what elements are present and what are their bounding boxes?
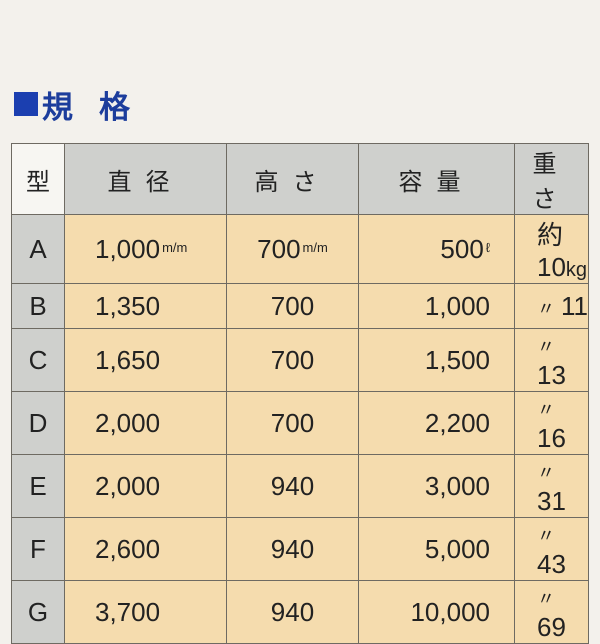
table-row: B 1,350 700 1,000 〃 11 [11,283,589,329]
type-cell: D [11,391,65,455]
height-value: 940 [270,596,315,627]
height-value: 700 [270,290,315,321]
capacity-cell: 500 ℓ [358,214,515,284]
unit-label: ℓ [485,239,490,255]
diameter-value: 1,000 [95,233,161,264]
capacity-value: 3,000 [424,470,490,501]
header-height: 高さ [226,143,359,215]
weight-value: 43 [537,549,566,579]
type-cell: E [11,454,65,518]
unit-label: kg [565,259,588,281]
weight-value: 10 [537,252,566,282]
section-title: 規格 [14,84,156,126]
diameter-cell: 1,350 [64,283,227,329]
height-cell: 940 [226,454,359,518]
capacity-value: 2,200 [424,407,490,438]
table-row: F 2,600 940 5,000 〃 43 [11,517,589,581]
diameter-value: 2,000 [95,470,161,501]
table-row: D 2,000 700 2,200 〃 16 [11,391,589,455]
height-value: 700 [270,344,315,375]
weight-prefix: 約 [537,220,564,250]
weight-prefix: 〃 [537,298,555,319]
weight-cell: 約10kg [514,214,589,284]
weight-value: 13 [537,360,566,390]
capacity-cell: 1,000 [358,283,515,329]
height-value: 940 [270,470,315,501]
diameter-cell: 3,700 [64,580,227,644]
weight-value: 11 [561,290,588,321]
height-cell: 700 [226,391,359,455]
diameter-cell: 1,000 m/m [64,214,227,284]
type-cell: C [11,328,65,392]
capacity-cell: 3,000 [358,454,515,518]
weight-value: 69 [537,612,566,642]
height-cell: 700 [226,283,359,329]
capacity-value: 5,000 [424,533,490,564]
diameter-value: 1,350 [95,290,161,321]
capacity-cell: 5,000 [358,517,515,581]
capacity-cell: 10,000 [358,580,515,644]
height-cell: 940 [226,580,359,644]
table-row: G 3,700 940 10,000 〃 69 [11,580,589,644]
weight-cell: 〃 16 [514,391,589,455]
height-cell: 940 [226,517,359,581]
weight-cell: 〃 11 [514,283,589,329]
weight-prefix: 〃 [537,589,555,609]
weight-prefix: 〃 [537,526,555,546]
type-cell: G [11,580,65,644]
unit-label: m/m [162,239,188,255]
height-value: 700 [270,407,315,438]
header-type: 型 [11,143,65,215]
capacity-value: 1,500 [424,344,490,375]
header-capacity: 容量 [358,143,515,215]
diameter-cell: 2,000 [64,454,227,518]
square-bullet-icon [14,92,38,116]
diameter-value: 3,700 [95,596,161,627]
table-row: E 2,000 940 3,000 〃 31 [11,454,589,518]
weight-value: 31 [537,486,566,516]
header-diameter: 直径 [64,143,227,215]
capacity-cell: 2,200 [358,391,515,455]
type-cell: F [11,517,65,581]
capacity-value: 500 [440,233,484,264]
weight-cell: 〃 31 [514,454,589,518]
capacity-value: 10,000 [410,596,490,627]
header-weight: 重さ [514,143,589,215]
diameter-value: 1,650 [95,344,161,375]
height-cell: 700 [226,328,359,392]
height-value: 700 [257,233,301,264]
diameter-cell: 1,650 [64,328,227,392]
type-cell: A [11,214,65,284]
weight-value: 16 [537,423,566,453]
header-row: 型 直径 高さ 容量 重さ [11,143,589,215]
weight-prefix: 〃 [537,337,555,357]
table-row: A 1,000 m/m 700 m/m 500 ℓ 約10kg [11,214,589,284]
unit-label: m/m [302,239,328,255]
weight-cell: 〃 69 [514,580,589,644]
spec-table: 型 直径 高さ 容量 重さ A 1,000 m/m 700 m/m 500 ℓ 約10kg B 1… [11,143,589,644]
height-value: 940 [270,533,315,564]
weight-prefix: 〃 [537,400,555,420]
diameter-value: 2,600 [95,533,161,564]
diameter-cell: 2,600 [64,517,227,581]
capacity-cell: 1,500 [358,328,515,392]
diameter-value: 2,000 [95,407,161,438]
diameter-cell: 2,000 [64,391,227,455]
type-cell: B [11,283,65,329]
capacity-value: 1,000 [424,290,490,321]
weight-cell: 〃 13 [514,328,589,392]
table-row: C 1,650 700 1,500 〃 13 [11,328,589,392]
weight-prefix: 〃 [537,463,555,483]
height-cell: 700 m/m [226,214,359,284]
weight-cell: 〃 43 [514,517,589,581]
